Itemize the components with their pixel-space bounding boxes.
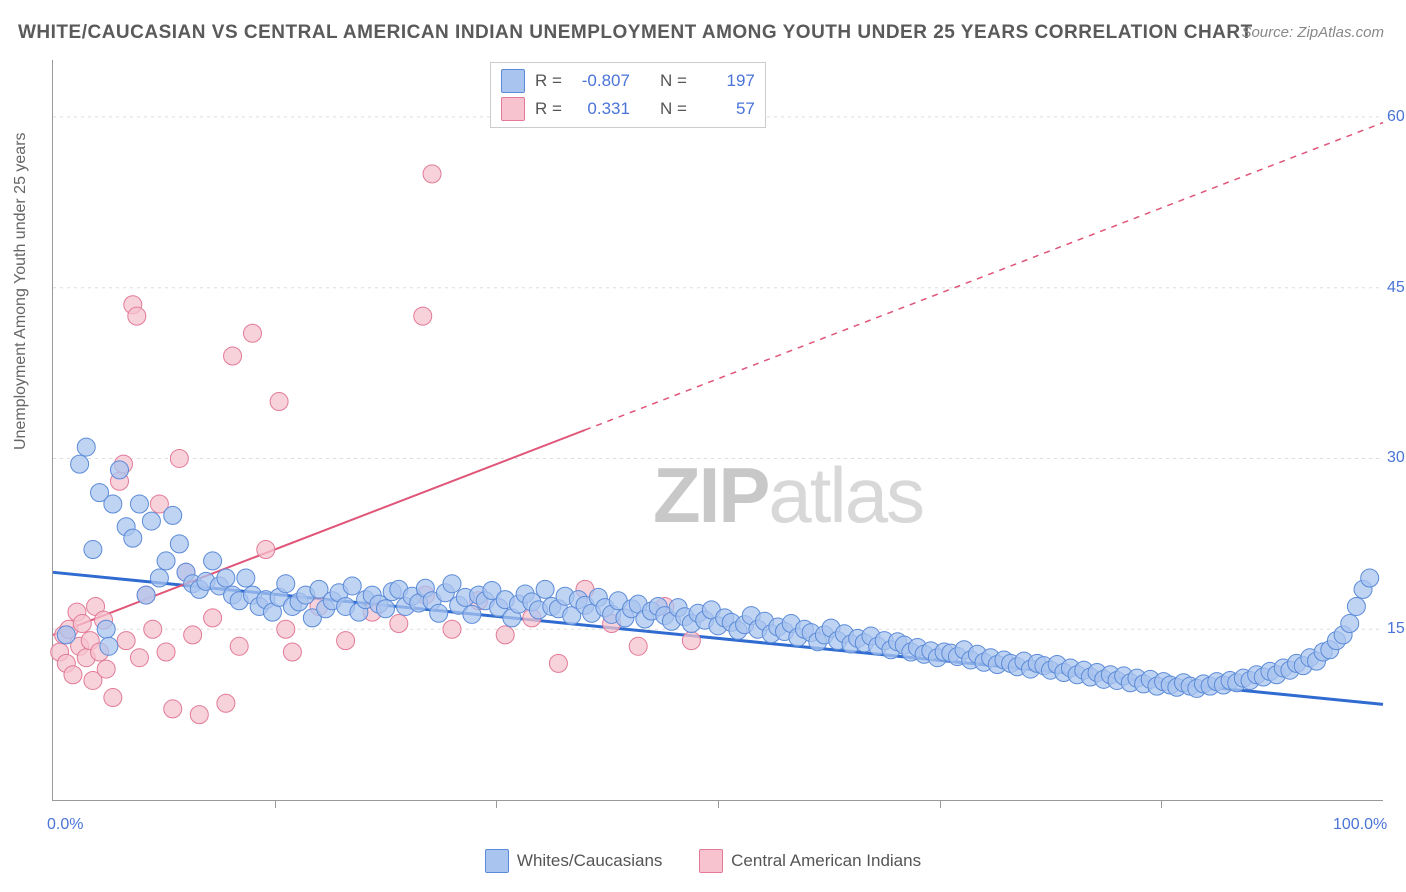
swatch-blue bbox=[501, 69, 525, 93]
x-tick-mark bbox=[275, 800, 276, 808]
x-tick-mark bbox=[718, 800, 719, 808]
y-tick-label: 15.0% bbox=[1387, 620, 1406, 638]
legend-label-pink: Central American Indians bbox=[731, 851, 921, 871]
chart-title: WHITE/CAUCASIAN VS CENTRAL AMERICAN INDI… bbox=[18, 22, 1253, 44]
swatch-pink bbox=[501, 97, 525, 121]
n-value-blue: 197 bbox=[697, 67, 755, 95]
source-attribution: Source: ZipAtlas.com bbox=[1241, 24, 1384, 41]
r-value-pink: 0.331 bbox=[572, 95, 630, 123]
swatch-blue bbox=[485, 849, 509, 873]
stats-legend: R = -0.807 N = 197 R = 0.331 N = 57 bbox=[490, 62, 766, 128]
scatter-points bbox=[53, 60, 1383, 800]
stats-row-pink: R = 0.331 N = 57 bbox=[501, 95, 755, 123]
legend-item-pink: Central American Indians bbox=[699, 849, 921, 873]
x-tick-label: 100.0% bbox=[1333, 816, 1387, 834]
plot-area: ZIPatlas 15.0%30.0%45.0%60.0%0.0%100.0% bbox=[52, 60, 1383, 801]
legend-label-blue: Whites/Caucasians bbox=[517, 851, 663, 871]
x-tick-mark bbox=[1161, 800, 1162, 808]
stats-row-blue: R = -0.807 N = 197 bbox=[501, 67, 755, 95]
x-tick-label: 0.0% bbox=[47, 816, 83, 834]
y-axis-label: Unemployment Among Youth under 25 years bbox=[12, 132, 30, 450]
x-tick-mark bbox=[496, 800, 497, 808]
x-tick-mark bbox=[940, 800, 941, 808]
n-value-pink: 57 bbox=[697, 95, 755, 123]
swatch-pink bbox=[699, 849, 723, 873]
y-tick-label: 30.0% bbox=[1387, 449, 1406, 467]
legend-item-blue: Whites/Caucasians bbox=[485, 849, 663, 873]
r-value-blue: -0.807 bbox=[572, 67, 630, 95]
y-tick-label: 45.0% bbox=[1387, 279, 1406, 297]
series-legend: Whites/Caucasians Central American India… bbox=[0, 849, 1406, 878]
y-tick-label: 60.0% bbox=[1387, 108, 1406, 126]
